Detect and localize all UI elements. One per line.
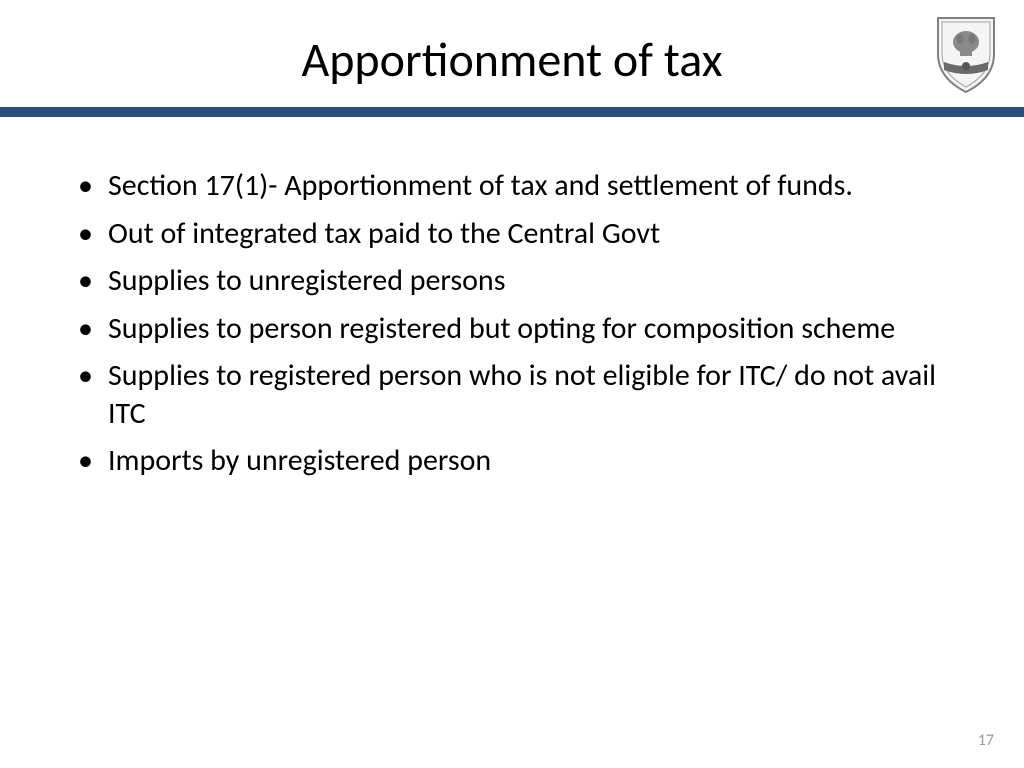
bullet-list: Section 17(1)- Apportionment of tax and … (72, 167, 952, 480)
bullet-item: Supplies to person registered but opting… (72, 310, 952, 348)
bullet-item: Imports by unregistered person (72, 442, 952, 480)
bullet-item: Supplies to unregistered persons (72, 262, 952, 300)
bullet-item: Out of integrated tax paid to the Centra… (72, 215, 952, 253)
slide-title: Apportionment of tax (0, 20, 1024, 107)
content-area: Section 17(1)- Apportionment of tax and … (0, 117, 1024, 480)
divider-bar (0, 107, 1024, 117)
header-area: Apportionment of tax (0, 0, 1024, 107)
page-number: 17 (978, 731, 994, 750)
bullet-item: Supplies to registered person who is not… (72, 357, 952, 432)
bullet-item: Section 17(1)- Apportionment of tax and … (72, 167, 952, 205)
india-emblem-icon (930, 12, 1002, 96)
